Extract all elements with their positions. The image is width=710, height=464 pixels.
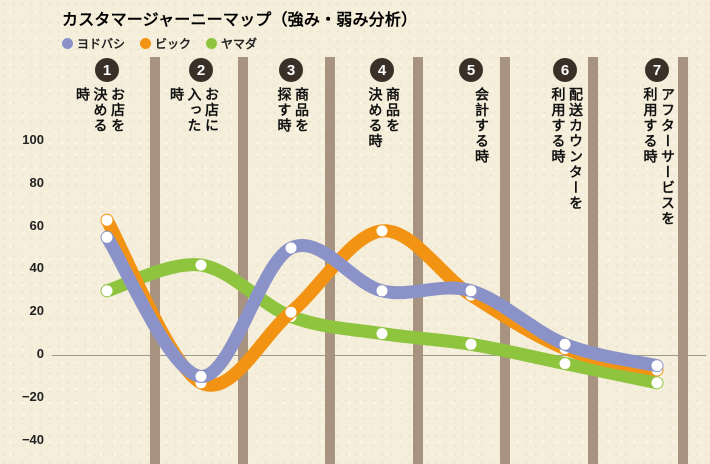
data-point-yamada [651, 377, 663, 389]
legend-dot-bic [140, 38, 152, 49]
data-point-yodobashi [465, 285, 477, 297]
stage-label: 会計する時 [474, 87, 490, 165]
stage-number-badge: 4 [370, 58, 394, 82]
stage-number-badge: 7 [645, 58, 669, 82]
series-line-yodobashi [100, 230, 664, 383]
legend-label: ヨドバシ [77, 37, 126, 51]
stage-label: お店に 入った 時 [169, 87, 220, 134]
data-point-yamada [376, 328, 388, 340]
stage-divider-bar [678, 57, 688, 464]
stage-number-badge: 1 [95, 58, 119, 82]
stage-label: 商品を 探す時 [276, 87, 311, 134]
legend-dot-yamada [206, 38, 218, 49]
zero-axis-line [52, 355, 706, 356]
stage-number-badge: 5 [459, 58, 483, 82]
y-axis-tick-label: 60 [29, 217, 44, 233]
data-point-bic [285, 306, 297, 318]
stage-label: 商品を 決める時 [367, 87, 402, 149]
stage-number-badge: 2 [189, 58, 213, 82]
data-point-yodobashi [195, 370, 207, 382]
legend-label: ビック [155, 37, 192, 51]
stage-divider-bar [238, 57, 248, 464]
legend-dot-yodobashi [62, 38, 73, 49]
legend-item-yamada: ヤマダ [206, 35, 257, 52]
stage-label: 配送カウンターを 利用する時 [550, 87, 585, 211]
legend: ヨドバシ ビック ヤマダ [62, 35, 417, 52]
data-point-yamada [465, 338, 477, 350]
y-axis-tick-label: 0 [36, 346, 44, 361]
y-axis-tick-label: 100 [22, 132, 44, 147]
y-axis-tick-label: 40 [29, 260, 44, 276]
data-point-yamada [559, 358, 571, 370]
data-point-yodobashi [285, 242, 297, 254]
data-point-bic [101, 214, 113, 226]
legend-label: ヤマダ [221, 37, 258, 51]
data-point-yodobashi [559, 338, 571, 350]
stage-number-badge: 6 [553, 58, 577, 82]
chart-title: カスタマージャーニーマップ（強み・弱み分析） [62, 12, 418, 29]
stage-number-badge: 3 [279, 58, 303, 82]
y-axis-tick-label: 80 [29, 174, 44, 190]
data-point-bic [376, 225, 388, 237]
legend-item-bic: ビック [140, 35, 191, 52]
chart-header: カスタマージャーニーマップ（強み・弱み分析） ヨドバシ ビック ヤマダ [62, 6, 417, 52]
legend-item-yodobashi: ヨドバシ [62, 35, 125, 52]
data-point-yamada [101, 285, 113, 297]
data-point-yodobashi [376, 285, 388, 297]
stage-label: アフターサービスを 利用する時 [642, 87, 677, 227]
y-axis-tick-label: 20 [29, 303, 44, 319]
stage-divider-bar [500, 57, 510, 464]
stage-label: お店を 決める 時 [75, 87, 126, 134]
stage-divider-bar [150, 57, 160, 464]
y-axis-tick-label: −40 [21, 431, 44, 447]
stage-divider-bar [413, 57, 423, 464]
data-point-yodobashi [101, 231, 113, 243]
data-point-yamada [195, 259, 207, 271]
y-axis-tick-label: −20 [21, 388, 44, 404]
stage-divider-bar [588, 57, 598, 464]
data-point-yodobashi [651, 360, 663, 372]
